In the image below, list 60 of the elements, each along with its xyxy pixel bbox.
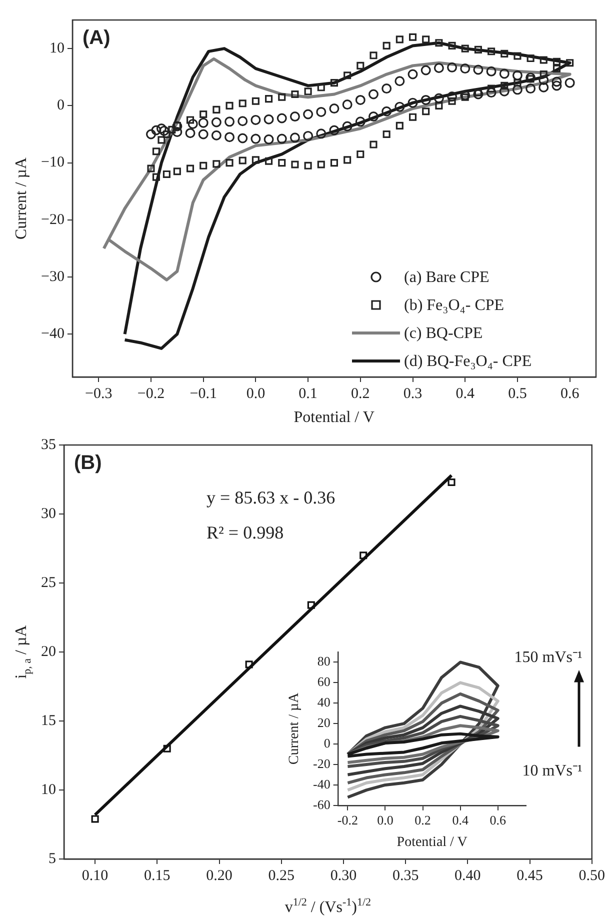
x-tick-label: 0.6	[560, 386, 580, 402]
x-tick-label: 0.4	[456, 386, 475, 402]
y-tick-label: 20	[41, 644, 56, 660]
y-tick-label: 60	[317, 674, 330, 690]
x-tick-label: 0.0	[377, 812, 394, 828]
legend-label: (a) Bare CPE	[404, 269, 490, 286]
x-tick-label: 0.40	[454, 868, 481, 884]
x-tick-label: 0.25	[268, 868, 294, 884]
y-tick-label: −40	[40, 326, 64, 342]
annotation: R² = 0.998	[206, 522, 284, 543]
x-axis-title: Potential / V	[294, 409, 375, 426]
y-tick-label: 10	[49, 40, 64, 56]
y-tick-label: 30	[41, 506, 56, 522]
x-tick-label: 0.0	[246, 386, 266, 402]
legend-label: (c) BQ-CPE	[404, 325, 483, 342]
y-tick-label: 20	[317, 715, 330, 730]
chart-title: (A)	[82, 27, 110, 49]
y-tick-label: 5	[48, 850, 56, 867]
x-tick-label: 0.45	[516, 868, 543, 884]
legend-label: (d) BQ-Fe₃O₄- CPE	[404, 353, 532, 370]
x-tick-label: 0.30	[330, 868, 357, 884]
y-tick-label: -20	[312, 756, 330, 771]
y-tick-label: 0	[56, 98, 64, 114]
x-tick-label: 0.20	[206, 868, 232, 884]
x-tick-label: -0.2	[337, 812, 358, 828]
x-tick-label: −0.2	[137, 386, 165, 402]
x-tick-label: 0.1	[298, 386, 318, 402]
y-axis-title: ip, a / µA	[13, 624, 34, 679]
x-tick-label: 0.3	[403, 386, 422, 402]
x-tick-label: 0.15	[144, 868, 170, 884]
chart-title: (B)	[74, 452, 102, 474]
y-tick-label: 0	[324, 735, 330, 750]
y-axis-title: Current / µA	[287, 692, 302, 765]
annotation: y = 85.63 x - 0.36	[206, 487, 336, 508]
x-tick-label: −0.1	[190, 386, 217, 402]
annotation: 150 mVs⁻¹	[514, 648, 583, 666]
x-tick-label: 0.2	[414, 812, 431, 828]
y-tick-label: −20	[40, 212, 64, 228]
y-tick-label: −10	[40, 154, 64, 171]
y-tick-label: 25	[41, 574, 56, 591]
x-tick-label: 0.35	[392, 868, 419, 884]
y-tick-label: −30	[40, 268, 64, 285]
y-tick-label: 35	[41, 436, 56, 453]
x-axis-title: Potential / V	[396, 835, 468, 850]
y-tick-label: 40	[317, 694, 330, 710]
x-tick-label: 0.10	[82, 868, 108, 884]
x-tick-label: 0.6	[490, 812, 506, 828]
y-tick-label: 10	[41, 782, 56, 798]
x-tick-label: 0.5	[508, 386, 527, 402]
y-tick-label: 15	[41, 712, 56, 729]
y-tick-label: 80	[317, 654, 330, 669]
y-tick-label: -60	[312, 796, 330, 812]
x-tick-label: −0.3	[85, 386, 112, 402]
x-tick-label: 0.2	[351, 386, 370, 402]
y-axis-title: Current / µA	[13, 157, 30, 240]
x-tick-label: 0.4	[452, 812, 469, 828]
annotation: 10 mVs⁻¹	[522, 762, 583, 780]
y-tick-label: -40	[312, 776, 330, 792]
x-tick-label: 0.50	[578, 868, 605, 884]
legend-label: (b) Fe₃O₄- CPE	[404, 297, 504, 314]
